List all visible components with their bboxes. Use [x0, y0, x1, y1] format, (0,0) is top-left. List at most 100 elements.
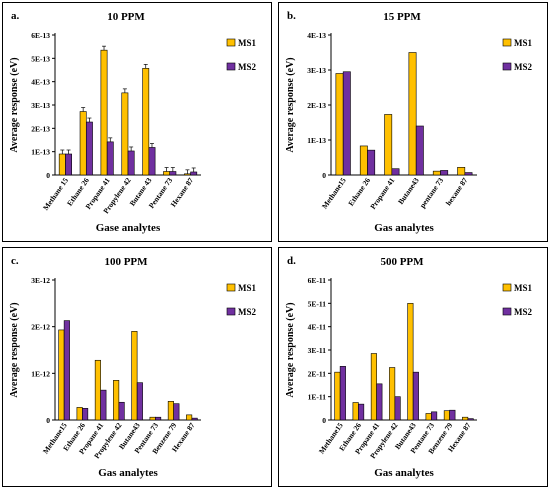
legend-label-ms1: MS1: [514, 283, 533, 293]
y-tick-label: 5E-13: [31, 54, 50, 63]
panel-label: b.: [287, 10, 296, 22]
bar-ms1: [58, 329, 65, 421]
x-tick-label: Propane 41: [368, 176, 396, 211]
bar-ms2: [63, 320, 70, 421]
bar-ms2: [85, 121, 93, 176]
legend-swatch-ms1: [502, 283, 512, 292]
bar-ms1: [100, 49, 108, 176]
bar-ms2: [358, 403, 365, 421]
bar-ms1: [121, 92, 129, 176]
bar-ms1: [384, 114, 393, 176]
bar-ms1: [352, 402, 359, 421]
bar-ms2: [412, 371, 419, 421]
bar-ms2: [376, 383, 383, 421]
bar-ms1: [94, 359, 101, 421]
x-tick-label: hexane 87: [444, 176, 470, 207]
bar-ms1: [425, 413, 432, 421]
bar-ms2: [467, 418, 474, 421]
x-tick-label: Methane15: [320, 176, 348, 211]
chart-panel-100ppm: c. 100 PPM 0 1E-12 2E-12 3E-12 Average respons…: [2, 247, 272, 487]
legend-swatch-ms2: [226, 307, 236, 316]
panel-label: d.: [287, 255, 296, 267]
chart-panel-10ppm: a. 10 PPM 0 1E-13 2E-13 3E-13 4E-13 5E-13 6E-13 A…: [2, 2, 272, 242]
bar-ms1: [335, 73, 344, 176]
legend-label-ms2: MS2: [238, 307, 257, 317]
bar-ms2: [118, 401, 125, 421]
bar-ms1: [408, 52, 417, 176]
bar-ms1: [370, 353, 377, 421]
bar-ms1: [407, 303, 414, 421]
panel-label: c.: [11, 255, 19, 267]
bar-ms2: [191, 417, 198, 421]
bar-ms2: [394, 396, 401, 421]
y-tick-label: 5E-11: [308, 299, 327, 308]
chart-panel-15ppm: b. 15 PPM 0 1E-13 2E-13 3E-13 4E-13 Average res…: [278, 2, 548, 242]
y-tick-label: 0: [322, 171, 326, 180]
bar-ms2: [449, 409, 456, 421]
x-axis-label: Gas analytes: [374, 222, 434, 234]
y-tick-label: 1E-13: [31, 148, 50, 157]
legend-label-ms1: MS1: [514, 38, 533, 48]
y-tick-label: 2E-12: [31, 323, 50, 332]
bar-ms1: [334, 371, 341, 421]
x-axis-label: Gas analytes: [374, 467, 434, 479]
y-tick-label: 4E-13: [31, 78, 50, 87]
bar-ms2: [82, 408, 89, 421]
bar-ms2: [464, 172, 473, 176]
x-tick-label: Ethane 26: [346, 176, 372, 208]
legend-swatch-ms2: [502, 307, 512, 316]
x-axis-label: Gase analytes: [96, 222, 161, 234]
y-tick-label: 2E-13: [307, 101, 326, 110]
bar-ms2: [173, 403, 180, 421]
y-tick-label: 4E-13: [307, 31, 326, 40]
bar-ms1: [113, 380, 120, 421]
bar-ms2: [190, 171, 198, 176]
y-tick-label: 0: [46, 171, 50, 180]
bar-ms2: [431, 411, 438, 421]
bar-ms1: [462, 416, 469, 421]
legend-label-ms1: MS1: [238, 283, 257, 293]
bar-ms2: [391, 168, 400, 176]
chart-panel-500ppm: d. 500 PPM 0 1E-11 2E-11 3E-11 4E-11 5E-11 6E-11…: [278, 247, 548, 487]
legend-label-ms2: MS2: [238, 62, 257, 72]
bar-ms2: [169, 171, 177, 176]
bar-ms1: [142, 68, 150, 176]
x-tick-label: Butane43: [396, 176, 421, 206]
y-tick-label: 4E-11: [308, 323, 327, 332]
bar-ms2: [127, 150, 135, 176]
y-tick-label: 3E-13: [307, 66, 326, 75]
chart-svg: a. 10 PPM 0 1E-13 2E-13 3E-13 4E-13 5E-13 6E-13 A…: [9, 10, 257, 234]
bar-ms1: [163, 171, 171, 176]
y-tick-label: 2E-13: [31, 124, 50, 133]
y-tick-label: 2E-11: [308, 369, 327, 378]
panel-label: a.: [11, 10, 20, 22]
bar-ms2: [415, 125, 424, 176]
y-tick-label: 1E-11: [308, 393, 327, 402]
bar-ms1: [359, 145, 368, 176]
bar-ms2: [367, 149, 376, 176]
bar-ms1: [457, 167, 466, 176]
bar-ms1: [389, 367, 396, 421]
legend-swatch-ms1: [226, 38, 236, 47]
y-tick-label: 3E-11: [308, 346, 327, 355]
y-tick-label: 3E-13: [31, 101, 50, 110]
bar-ms1: [58, 153, 66, 176]
chart-title: 10 PPM: [107, 11, 145, 23]
bar-ms2: [339, 366, 346, 421]
bar-ms2: [100, 389, 107, 421]
bar-ms2: [440, 170, 449, 176]
chart-svg: d. 500 PPM 0 1E-11 2E-11 3E-11 4E-11 5E-11 6E-11…: [285, 255, 533, 479]
x-tick-label: Methane 15: [41, 176, 70, 212]
bar-ms2: [342, 71, 351, 176]
chart-title: 100 PPM: [104, 256, 148, 268]
y-axis-label: Average response (eV): [9, 302, 20, 397]
legend-swatch-ms2: [226, 62, 236, 71]
bar-ms1: [149, 416, 156, 421]
bar-ms1: [131, 331, 138, 421]
legend-label-ms2: MS2: [514, 307, 533, 317]
chart-svg: b. 15 PPM 0 1E-13 2E-13 3E-13 4E-13 Average res…: [285, 10, 533, 234]
bar-ms1: [79, 111, 87, 176]
legend-swatch-ms1: [502, 38, 512, 47]
chart-title: 500 PPM: [380, 256, 424, 268]
chart-svg: c. 100 PPM 0 1E-12 2E-12 3E-12 Average respons…: [9, 255, 257, 479]
